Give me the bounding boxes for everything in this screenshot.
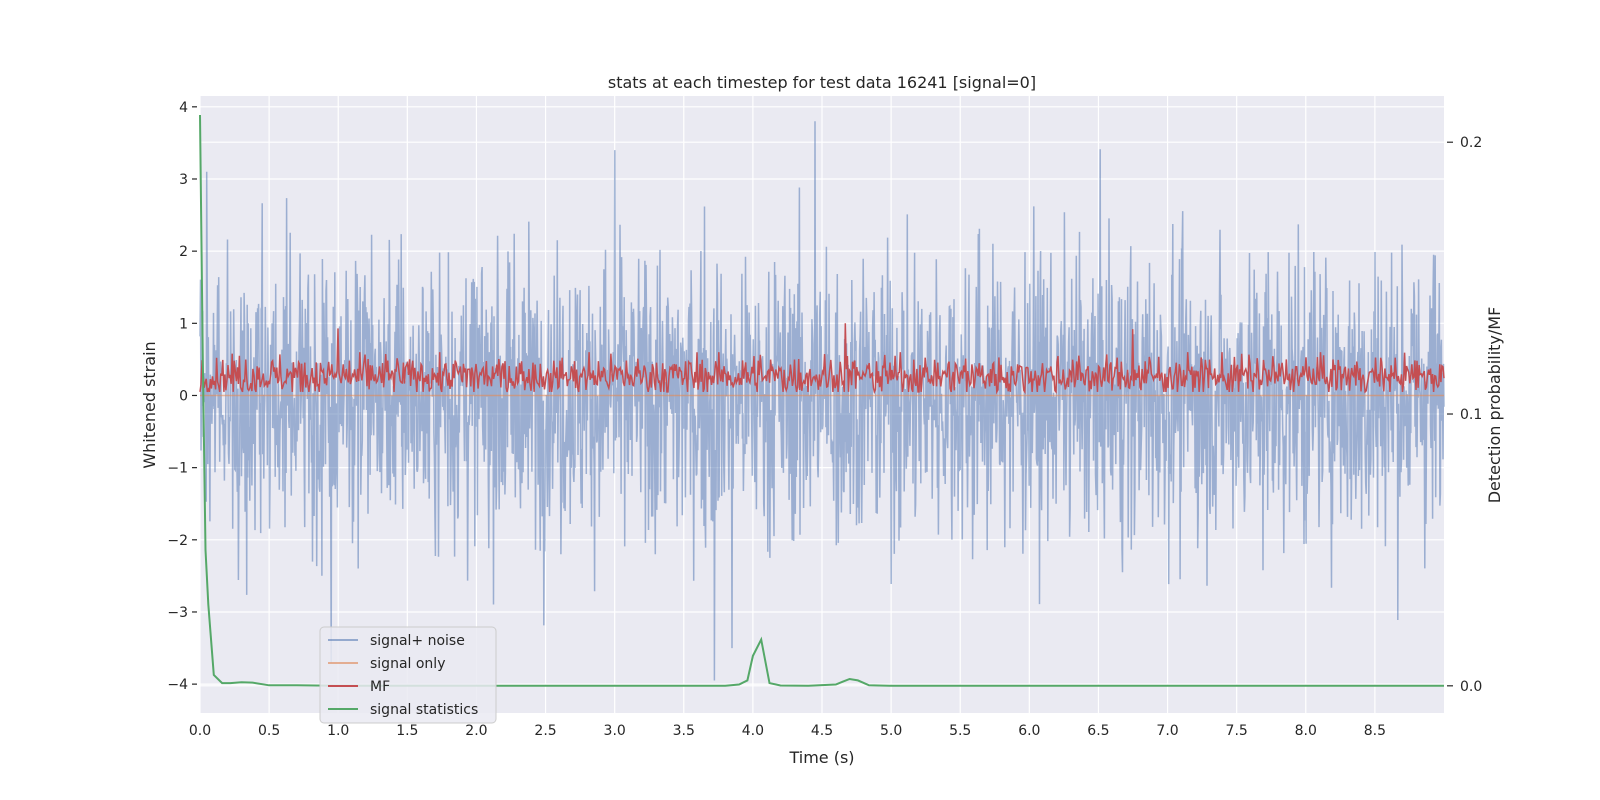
legend-label-mf: MF	[370, 679, 390, 695]
x-axis-ticks: 0.0 0.5 1.0 1.5 2.0 2.5 3.0 3.5 4.0 4.5 5.0 5.5 6.0 6…	[189, 723, 1386, 739]
y-tick-label: 4	[179, 100, 188, 116]
x-tick-label: 5.5	[949, 723, 971, 739]
legend-label-signal-only: signal only	[370, 656, 445, 672]
y-tick-label: −4	[167, 677, 188, 693]
y-tick-label: −3	[167, 605, 188, 621]
legend-label-signal-noise: signal+ noise	[370, 633, 465, 649]
legend: signal+ noise signal only MF signal stat…	[319, 626, 497, 724]
series-layer	[199, 114, 1445, 687]
series-signal-statistics-line	[199, 114, 1444, 687]
y-tick-label: 3	[179, 172, 188, 188]
series-signal-noise-line	[199, 121, 1445, 681]
y-tick-label: 2	[179, 244, 188, 260]
right-tick-label: 0.0	[1460, 679, 1482, 695]
chart-title: stats at each timestep for test data 162…	[608, 73, 1036, 92]
x-tick-label: 7.5	[1226, 723, 1248, 739]
x-tick-label: 8.0	[1295, 723, 1317, 739]
x-tick-label: 3.5	[673, 723, 695, 739]
legend-box	[319, 626, 497, 724]
x-tick-label: 0.5	[258, 723, 280, 739]
right-axis-ticks: 0.2 0.1 0.0	[1447, 135, 1482, 695]
x-tick-label: 0.0	[189, 723, 211, 739]
x-tick-label: 5.0	[880, 723, 902, 739]
x-tick-label: 6.0	[1018, 723, 1040, 739]
series-mf-line	[199, 323, 1445, 395]
y-axis-ticks: 4 3 2 1 0 −1 −2 −3 −4	[167, 100, 197, 693]
y-tick-label: −1	[167, 461, 188, 477]
x-tick-label: 1.5	[396, 723, 418, 739]
right-axis-title: Detection probability/MF	[1485, 307, 1504, 504]
x-tick-label: 3.0	[604, 723, 626, 739]
x-tick-label: 1.0	[327, 723, 349, 739]
right-tick-label: 0.1	[1460, 407, 1482, 423]
x-tick-label: 4.0	[742, 723, 764, 739]
x-tick-label: 2.5	[534, 723, 556, 739]
x-tick-label: 6.5	[1087, 723, 1109, 739]
y-axis-title: Whitened strain	[140, 341, 159, 468]
x-tick-label: 4.5	[811, 723, 833, 739]
x-tick-label: 7.0	[1156, 723, 1178, 739]
x-axis-title: Time (s)	[788, 748, 854, 767]
x-tick-label: 8.5	[1364, 723, 1386, 739]
y-tick-label: 1	[179, 316, 188, 332]
y-tick-label: 0	[179, 388, 188, 404]
right-tick-label: 0.2	[1460, 135, 1482, 151]
y-tick-label: −2	[167, 533, 188, 549]
legend-label-signal-statistics: signal statistics	[370, 702, 478, 718]
x-tick-label: 2.0	[465, 723, 487, 739]
